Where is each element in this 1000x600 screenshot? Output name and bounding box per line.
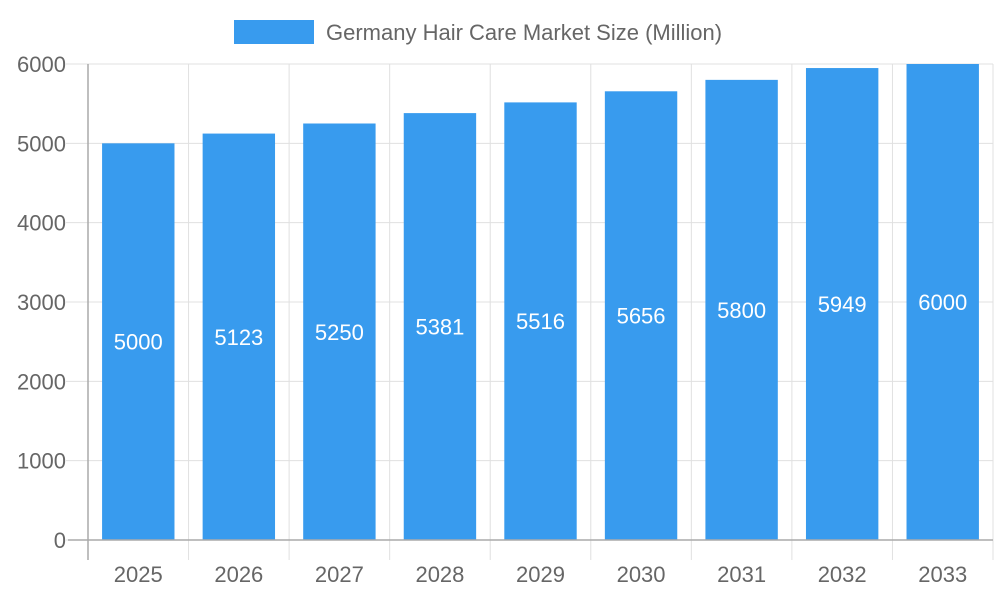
- x-tick-label: 2033: [918, 562, 967, 587]
- data-label: 5381: [415, 315, 464, 340]
- y-tick-label: 3000: [17, 290, 66, 315]
- bar-2027: [303, 123, 376, 540]
- data-label: 5516: [516, 309, 565, 334]
- axes: 0 1000 2000 3000 4000 5000 6000 2025 2026 2027 202…: [17, 52, 993, 587]
- data-label: 5000: [114, 330, 163, 355]
- bar-2031: [705, 79, 778, 540]
- x-tick-label: 2025: [114, 562, 163, 587]
- x-tick-label: 2028: [415, 562, 464, 587]
- y-tick-label: 5000: [17, 131, 66, 156]
- bar-2033: [906, 64, 979, 540]
- x-tick-label: 2029: [516, 562, 565, 587]
- y-tick-label: 1000: [17, 449, 66, 474]
- y-tick-label: 0: [54, 528, 66, 553]
- data-labels: 5000 5123 5250 5381 5516 5656 5800 5949 6000: [114, 290, 967, 355]
- bar-2025: [102, 143, 175, 541]
- x-tick-label: 2031: [717, 562, 766, 587]
- y-tick-label: 4000: [17, 211, 66, 236]
- bar-2030: [604, 91, 678, 541]
- data-label: 5123: [214, 325, 263, 350]
- data-label: 5250: [315, 320, 364, 345]
- x-tick-label: 2027: [315, 562, 364, 587]
- data-label: 5800: [717, 298, 766, 323]
- y-tick-label: 6000: [17, 52, 66, 77]
- x-tick-label: 2026: [214, 562, 263, 587]
- bar-2028: [403, 113, 477, 540]
- data-label: 6000: [918, 290, 967, 315]
- x-tick-label: 2032: [818, 562, 867, 587]
- data-label: 5949: [818, 292, 867, 317]
- bar-2029: [504, 102, 577, 540]
- bar-2032: [805, 68, 879, 541]
- data-label: 5656: [617, 304, 666, 329]
- legend[interactable]: Germany Hair Care Market Size (Million): [234, 20, 722, 45]
- y-tick-label: 2000: [17, 369, 66, 394]
- bar-2026: [202, 133, 276, 541]
- bars: [102, 64, 979, 541]
- x-tick-label: 2030: [617, 562, 666, 587]
- legend-label: Germany Hair Care Market Size (Million): [326, 20, 722, 45]
- legend-swatch: [234, 20, 314, 44]
